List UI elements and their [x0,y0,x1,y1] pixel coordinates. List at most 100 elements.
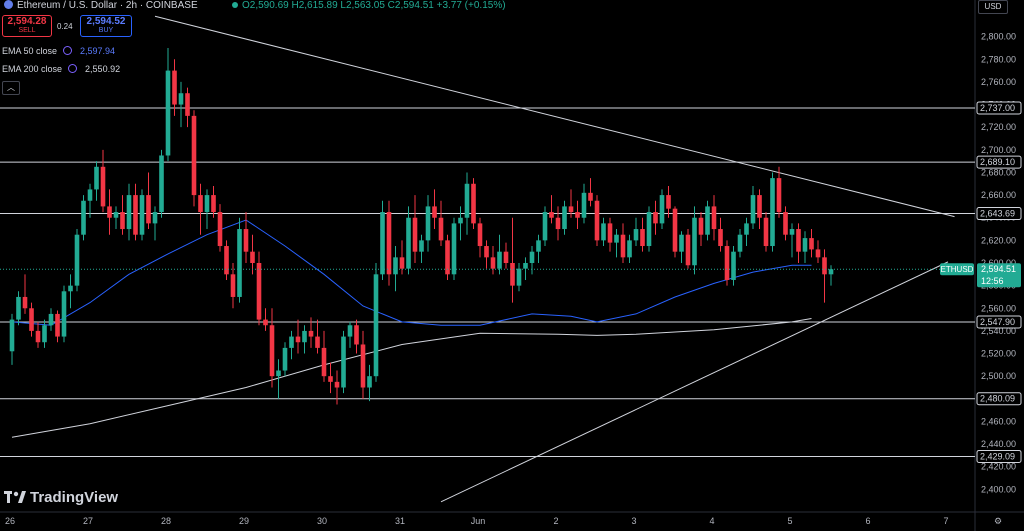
currency-selector[interactable]: USD [978,0,1008,14]
candle[interactable] [549,195,554,224]
candle[interactable] [263,308,268,331]
candle[interactable] [783,206,788,241]
candle[interactable] [646,206,652,252]
candle[interactable] [42,319,47,348]
candle[interactable] [705,200,710,241]
candle[interactable] [406,206,411,275]
candle[interactable] [614,229,619,258]
candle[interactable] [653,200,658,235]
candle[interactable] [724,240,730,286]
candle[interactable] [373,263,379,382]
candle[interactable] [22,274,28,314]
candle[interactable] [74,229,80,292]
candle[interactable] [165,47,171,162]
chart-settings-icon[interactable]: ⚙ [994,516,1002,526]
indicator-settings-icon[interactable] [63,46,73,55]
candle[interactable] [711,195,717,241]
indicator-ema50[interactable]: EMA 50 close 2,597.94 [2,46,115,56]
candle[interactable] [224,240,229,280]
candle[interactable] [464,172,470,235]
candle[interactable] [581,183,587,224]
candle[interactable] [100,149,106,213]
candle[interactable] [568,189,574,218]
candle[interactable] [347,321,353,348]
candle[interactable] [477,217,483,258]
sell-button[interactable]: 2,594.28 SELL [2,15,52,37]
candle[interactable] [308,317,314,348]
candle[interactable] [828,265,834,286]
candle[interactable] [48,308,54,331]
candle[interactable] [432,189,437,230]
candle[interactable] [510,217,515,303]
candle[interactable] [198,183,203,235]
candle[interactable] [126,183,132,241]
candle[interactable] [55,310,60,343]
candle[interactable] [789,223,795,258]
candle[interactable] [633,217,639,247]
candle[interactable] [152,206,158,241]
candle[interactable] [334,370,340,405]
candle[interactable] [191,110,197,207]
candle[interactable] [822,249,827,303]
candle[interactable] [29,302,34,337]
candle[interactable] [796,223,801,263]
candle[interactable] [230,263,236,309]
candle[interactable] [588,178,593,207]
candle[interactable] [750,186,756,230]
candle[interactable] [562,200,567,235]
candle[interactable] [438,200,444,247]
candle[interactable] [81,195,86,241]
candle[interactable] [341,330,346,394]
candle[interactable] [536,234,541,263]
candle[interactable] [425,195,431,252]
symbol-title[interactable]: Ethereum / U.S. Dollar · 2h · COINBASE [4,0,198,12]
candle[interactable] [698,212,704,247]
candle[interactable] [815,240,821,263]
candle[interactable] [412,195,418,263]
candle[interactable] [484,240,489,269]
candle[interactable] [640,217,645,252]
candle[interactable] [217,204,223,252]
candle[interactable] [159,149,164,218]
candle[interactable] [282,342,288,377]
candle[interactable] [139,189,145,241]
candle[interactable] [211,186,216,218]
candle[interactable] [471,178,476,230]
candle[interactable] [61,285,67,343]
candle[interactable] [360,330,366,399]
candle[interactable] [685,229,691,269]
candle[interactable] [594,195,600,247]
candle[interactable] [172,59,177,116]
candle[interactable] [542,206,548,247]
candle[interactable] [146,172,151,230]
candle[interactable] [243,212,249,263]
trendline[interactable] [154,15,955,218]
candle[interactable] [35,321,41,348]
candle[interactable] [94,161,99,201]
candle[interactable] [529,246,535,275]
candle[interactable] [204,189,210,230]
candle[interactable] [516,263,522,292]
candle[interactable] [497,234,502,275]
ema200-line[interactable] [11,318,812,438]
trendline[interactable] [440,261,949,503]
candle[interactable] [256,251,262,326]
candle[interactable] [445,234,450,280]
candle[interactable] [523,257,528,280]
candle[interactable] [419,234,424,263]
candle[interactable] [802,231,808,263]
candle[interactable] [555,206,561,241]
collapse-indicators-button[interactable]: ︿ [2,81,20,95]
candle[interactable] [386,200,392,286]
candle[interactable] [718,217,723,252]
candle[interactable] [315,319,320,354]
candle[interactable] [393,246,398,292]
candle[interactable] [380,200,385,280]
candle[interactable] [113,206,119,230]
candle[interactable] [302,325,307,354]
candle[interactable] [490,246,496,275]
candle[interactable] [399,240,405,275]
candle[interactable] [185,87,190,128]
candle[interactable] [276,359,281,399]
